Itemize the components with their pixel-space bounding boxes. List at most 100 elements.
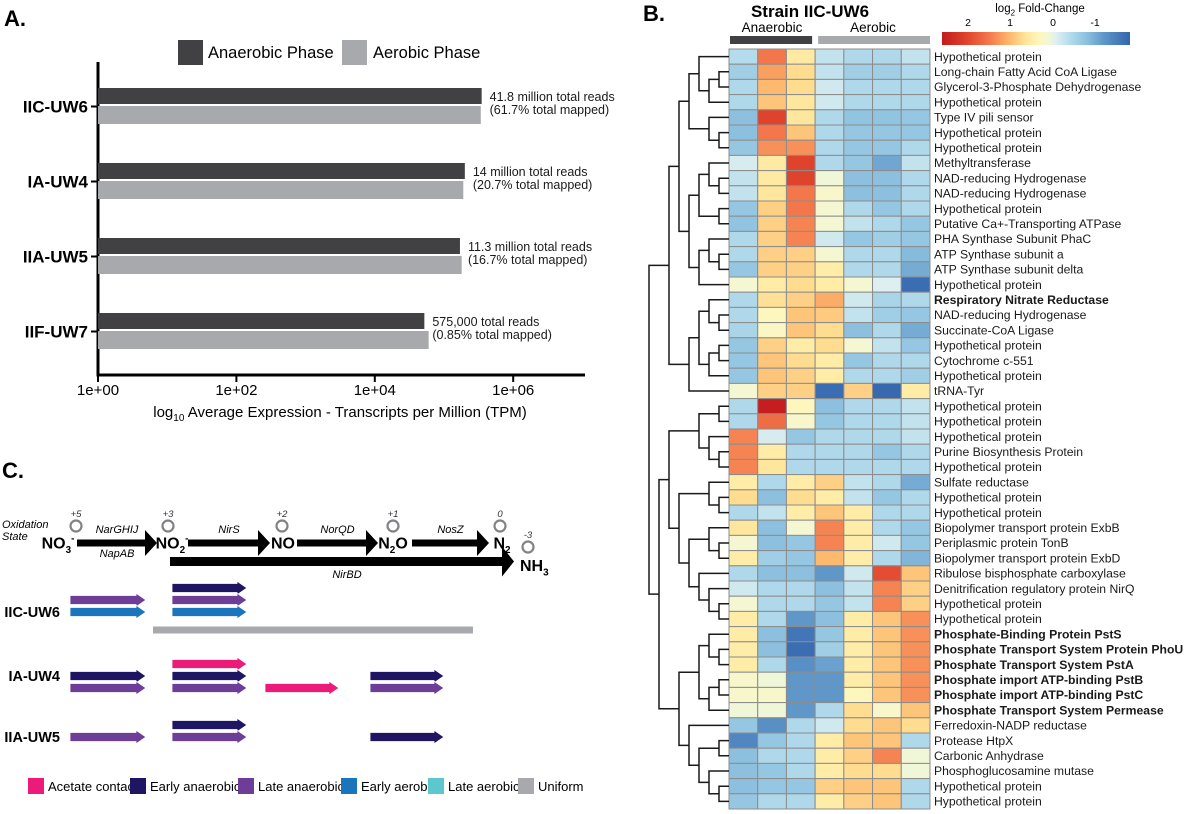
heatmap-cell bbox=[785, 382, 816, 400]
heatmap-cell bbox=[728, 762, 759, 780]
heatmap-cell bbox=[872, 276, 902, 293]
heatmap-cell bbox=[785, 413, 816, 430]
bar-anaerobic bbox=[98, 238, 460, 254]
dendrogram-branch bbox=[688, 724, 729, 767]
gene-label: Denitrification regulatory protein NirQ bbox=[934, 582, 1135, 596]
heatmap-cell bbox=[843, 580, 874, 597]
strain-row-label: IA-UW4 bbox=[8, 669, 60, 685]
gene-label: Putative Ca+-Transporting ATPase bbox=[934, 217, 1122, 231]
heatmap-cell bbox=[900, 139, 931, 156]
heatmap-cell bbox=[900, 185, 931, 202]
heatmap-cell bbox=[785, 474, 816, 491]
heatmap-cell bbox=[728, 78, 759, 96]
heatmap-cell bbox=[785, 747, 816, 764]
oxidation-state-icon bbox=[493, 519, 507, 533]
heatmap-cell bbox=[900, 747, 931, 764]
heatmap-cell bbox=[900, 641, 931, 658]
legend-label-early_aerobic: Early aerobic bbox=[361, 779, 437, 794]
heatmap-cell bbox=[843, 230, 874, 248]
heatmap-cell bbox=[814, 78, 845, 96]
heatmap-cell bbox=[872, 170, 902, 187]
gene-label: Phosphate import ATP-binding PstB bbox=[934, 673, 1143, 687]
heatmap-cell bbox=[814, 170, 845, 187]
pathway-arrow bbox=[77, 530, 157, 556]
heatmap-cell bbox=[785, 78, 816, 96]
gene-label: Long-chain Fatty Acid CoA Ligase bbox=[934, 65, 1117, 79]
expression-arrow bbox=[69, 592, 147, 608]
heatmap-cell bbox=[900, 519, 931, 536]
x-axis-tick-label: 1e+02 bbox=[215, 382, 257, 399]
heatmap-cell bbox=[900, 382, 931, 400]
heatmap-cell bbox=[872, 443, 902, 460]
heatmap-cell bbox=[728, 626, 759, 643]
expression-arrow bbox=[171, 729, 248, 745]
x-axis-title: log10 Average Expression - Transcripts p… bbox=[98, 404, 582, 424]
expression-arrow bbox=[69, 604, 147, 620]
heatmap-cell bbox=[785, 686, 816, 704]
pathway-arrow bbox=[170, 546, 514, 577]
heatmap-title: Strain IIC-UW6 bbox=[750, 2, 870, 21]
heatmap-cell bbox=[900, 109, 931, 126]
heatmap-cell bbox=[757, 94, 787, 111]
expression-arrow bbox=[171, 668, 248, 684]
heatmap-cell bbox=[728, 337, 759, 354]
heatmap-cell bbox=[900, 170, 931, 187]
heatmap-cell bbox=[814, 261, 845, 278]
dendrogram-branch bbox=[718, 71, 729, 88]
heatmap-cell bbox=[843, 276, 874, 293]
heatmap-cell bbox=[728, 443, 759, 460]
gene-label: Type IV pili sensor bbox=[934, 111, 1034, 125]
heatmap-cell bbox=[843, 732, 874, 749]
oxidation-state-icon bbox=[521, 540, 535, 554]
heatmap-cell bbox=[900, 306, 931, 324]
heatmap-cell bbox=[757, 550, 787, 567]
expression-arrow bbox=[171, 604, 248, 620]
gene-label: Periplasmic protein TonB bbox=[934, 536, 1069, 550]
oxidation-state-icon bbox=[386, 519, 400, 533]
gene-label: Hypothetical protein bbox=[934, 202, 1042, 216]
heatmap-cell bbox=[843, 656, 874, 673]
heatmap-cell bbox=[900, 291, 931, 308]
gene-label: Respiratory Nitrate Reductase bbox=[934, 293, 1109, 307]
heatmap-cell bbox=[900, 732, 931, 749]
heatmap-cell bbox=[757, 626, 787, 643]
bar-annotation-line1: 575,000 total reads bbox=[432, 315, 539, 329]
heatmap-cell bbox=[872, 732, 902, 749]
heatmap-cell bbox=[785, 458, 816, 476]
heatmap-cell bbox=[757, 276, 787, 293]
heatmap-cell bbox=[814, 565, 845, 582]
heatmap-cell bbox=[728, 246, 759, 263]
gene-label: Glycerol-3-Phosphate Dehydrogenase bbox=[934, 80, 1142, 94]
heatmap-cell bbox=[728, 793, 759, 810]
gene-label: NAD-reducing Hydrogenase bbox=[934, 308, 1087, 322]
gene-label: NAD-reducing Hydrogenase bbox=[934, 171, 1087, 185]
dendrogram-branch bbox=[718, 739, 729, 757]
heatmap-cell bbox=[728, 63, 759, 80]
bar-annotation-line2: (61.7% total mapped) bbox=[490, 103, 610, 117]
bar-annotation-line2: (16.7% total mapped) bbox=[468, 253, 588, 267]
heatmap-cell bbox=[872, 519, 902, 536]
bar-annotation-line2: (0.85% total mapped) bbox=[432, 328, 552, 342]
dendrogram-branch bbox=[718, 253, 729, 271]
expression-arrow bbox=[369, 729, 445, 745]
heatmap-cell bbox=[814, 671, 845, 688]
gene-step-label: NorQD bbox=[320, 524, 354, 536]
heatmap-cell bbox=[728, 565, 759, 582]
heatmap-cell bbox=[728, 489, 759, 506]
heatmap-cell bbox=[843, 94, 874, 111]
dendrogram-branch bbox=[718, 542, 729, 559]
heatmap-cell bbox=[843, 626, 874, 643]
legend-swatch-anaerobic bbox=[178, 40, 203, 65]
colorbar-tick: 2 bbox=[965, 17, 971, 29]
heatmap-cell bbox=[900, 565, 931, 582]
heatmap-cell bbox=[843, 246, 874, 263]
gene-label: Phosphate Transport System Permease bbox=[934, 703, 1164, 717]
heatmap-cell bbox=[843, 154, 874, 172]
heatmap-cell bbox=[785, 519, 816, 536]
gene-label: Hypothetical protein bbox=[934, 141, 1042, 155]
colorbar-tick: 0 bbox=[1050, 17, 1056, 29]
heatmap-cell bbox=[872, 109, 902, 126]
oxidation-number: 0 bbox=[497, 509, 503, 520]
heatmap-cell bbox=[785, 291, 816, 308]
strain-label: IA-UW4 bbox=[28, 173, 89, 192]
